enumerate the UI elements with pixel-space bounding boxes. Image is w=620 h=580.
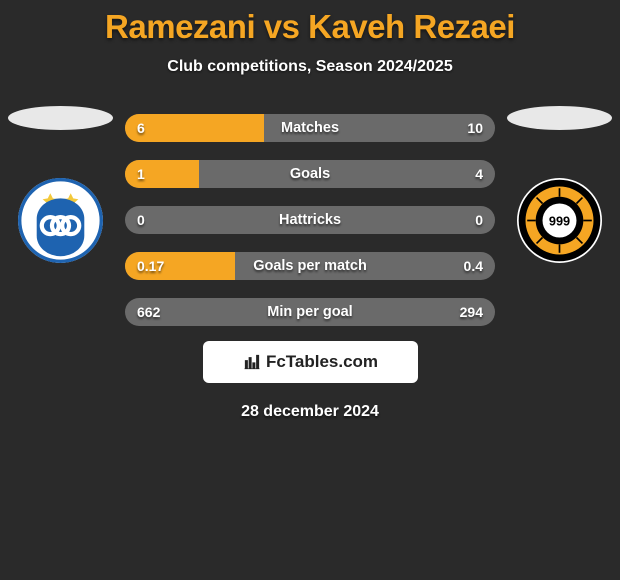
date-text: 28 december 2024	[0, 403, 620, 421]
page-title: Ramezani vs Kaveh Rezaei	[0, 0, 620, 46]
player-right-name-plate	[507, 106, 612, 130]
subtitle: Club competitions, Season 2024/2025	[0, 58, 620, 76]
svg-text:999: 999	[549, 214, 570, 229]
player-left	[8, 106, 113, 263]
sepahan-icon: 999	[517, 178, 602, 263]
player-right: 999	[507, 106, 612, 263]
brand-badge[interactable]: FcTables.com	[203, 341, 418, 383]
club-badge-right: 999	[517, 178, 602, 263]
stat-row: 0.17Goals per match0.4	[125, 252, 495, 280]
stat-value-right: 0	[475, 206, 483, 234]
player-left-name-plate	[8, 106, 113, 130]
stat-row: 1Goals4	[125, 160, 495, 188]
stat-label: Goals per match	[125, 252, 495, 280]
club-badge-left	[18, 178, 103, 263]
stat-value-right: 10	[467, 114, 483, 142]
stat-label: Goals	[125, 160, 495, 188]
stat-label: Matches	[125, 114, 495, 142]
stat-bars: 6Matches10 1Goals4 0Hattricks0 0.17Goals pe…	[125, 114, 495, 326]
stat-value-right: 4	[475, 160, 483, 188]
chart-icon	[242, 353, 262, 371]
stat-value-right: 0.4	[464, 252, 483, 280]
esteghlal-icon	[18, 178, 103, 263]
stat-label: Hattricks	[125, 206, 495, 234]
stat-row: 6Matches10	[125, 114, 495, 142]
stat-label: Min per goal	[125, 298, 495, 326]
stat-row: 0Hattricks0	[125, 206, 495, 234]
comparison-area: 999 6Matches10 1Goals4 0Hattricks0 0.17Goal…	[0, 114, 620, 326]
stat-value-right: 294	[460, 298, 483, 326]
brand-text: FcTables.com	[266, 352, 378, 372]
stat-row: 662Min per goal294	[125, 298, 495, 326]
